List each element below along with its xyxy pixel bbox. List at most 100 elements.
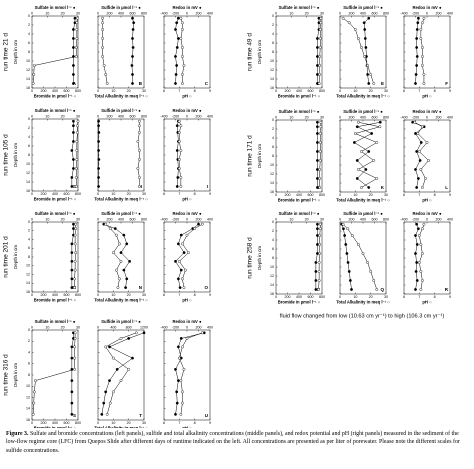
data-point bbox=[118, 242, 121, 246]
x-tick-label: -200 bbox=[412, 217, 419, 221]
x-tick-label: -200 bbox=[172, 217, 179, 221]
x2-tick-label: 20 bbox=[127, 89, 131, 93]
data-point bbox=[180, 46, 184, 49]
y-axis-label: Depth in cm bbox=[13, 40, 18, 64]
data-point bbox=[420, 125, 424, 129]
data-point bbox=[315, 125, 319, 129]
x-tick-label: 0 bbox=[186, 325, 188, 329]
x-tick-label: 0 bbox=[339, 217, 341, 221]
x2-tick-label: 0 bbox=[31, 89, 33, 93]
bottom-axis-label: Bromide in µmol l⁻¹ ○ bbox=[278, 198, 321, 203]
x-tick-label: 200 bbox=[349, 217, 355, 221]
x2-tick-label: 8 bbox=[194, 89, 196, 93]
y-tick-label: 2 bbox=[272, 23, 274, 27]
data-point bbox=[355, 125, 359, 129]
row-label: run time 49 d bbox=[247, 33, 254, 71]
data-point bbox=[363, 55, 366, 58]
data-point bbox=[111, 251, 115, 255]
x2-tick-label: 800 bbox=[319, 295, 325, 299]
x-tick-label: 400 bbox=[118, 11, 124, 15]
data-point bbox=[370, 132, 374, 135]
data-point bbox=[375, 288, 379, 291]
x-tick-label: 600 bbox=[130, 11, 136, 15]
data-point bbox=[72, 64, 75, 67]
data-point bbox=[75, 149, 79, 152]
data-point bbox=[175, 21, 179, 25]
data-point bbox=[73, 337, 77, 340]
x2-tick-label: 30 bbox=[142, 89, 146, 93]
x-tick-label: 10 bbox=[45, 11, 49, 15]
x-tick-label: 400 bbox=[118, 114, 124, 118]
x2-tick-label: 10 bbox=[111, 192, 115, 196]
x-tick-label: 0 bbox=[275, 115, 277, 119]
data-point bbox=[417, 261, 421, 264]
bottom-axis-label: Bromide in µmol l⁻¹ ○ bbox=[34, 197, 77, 202]
y-tick-label: 6 bbox=[28, 144, 30, 148]
x2-tick-label: 7 bbox=[418, 193, 420, 197]
data-point bbox=[318, 141, 322, 144]
y-tick-label: 10 bbox=[26, 264, 30, 268]
data-point bbox=[315, 141, 319, 144]
data-point bbox=[97, 131, 101, 134]
y-tick-label: 2 bbox=[272, 229, 274, 233]
data-point bbox=[70, 401, 74, 405]
data-point bbox=[422, 73, 426, 76]
data-point bbox=[70, 412, 74, 416]
data-point bbox=[137, 176, 141, 179]
x-tick-label: 10 bbox=[289, 115, 293, 119]
x2-tick-label: 0 bbox=[275, 193, 277, 197]
data-point bbox=[76, 16, 79, 20]
data-point bbox=[420, 186, 424, 189]
data-point bbox=[372, 279, 376, 282]
x-tick-label: 0 bbox=[275, 11, 277, 15]
data-point bbox=[197, 222, 200, 226]
bottom-axis-label: Bromide in µmol l⁻¹ ○ bbox=[34, 426, 77, 428]
data-point bbox=[179, 124, 183, 128]
data-point bbox=[174, 28, 177, 31]
y-tick-label: 10 bbox=[26, 59, 30, 63]
x2-tick-label: 30 bbox=[384, 295, 388, 299]
data-point bbox=[115, 268, 118, 272]
y-tick-label: 8 bbox=[28, 255, 30, 259]
data-point bbox=[418, 159, 422, 162]
data-point bbox=[72, 119, 75, 123]
y-tick-label: 10 bbox=[26, 162, 30, 166]
data-point bbox=[177, 119, 181, 123]
x-tick-label: 0 bbox=[426, 11, 428, 15]
data-point bbox=[97, 119, 100, 123]
data-point bbox=[415, 261, 419, 264]
x-tick-label: -400 bbox=[400, 11, 407, 15]
data-point bbox=[427, 159, 430, 162]
data-point bbox=[318, 159, 322, 162]
data-point bbox=[115, 367, 119, 371]
data-point bbox=[364, 46, 368, 49]
data-point bbox=[367, 150, 371, 153]
x2-tick-label: 6 bbox=[163, 421, 165, 425]
data-point bbox=[187, 251, 190, 255]
data-point bbox=[417, 150, 421, 153]
x2-tick-label: 800 bbox=[75, 293, 81, 297]
x2-tick-label: 200 bbox=[285, 295, 291, 299]
y-tick-label: 14 bbox=[270, 77, 274, 81]
top-axis-label: Sulfate in mmol l⁻¹ ● bbox=[279, 211, 320, 216]
data-point bbox=[369, 270, 373, 273]
data-point bbox=[180, 401, 184, 405]
panel-letter: B bbox=[139, 81, 143, 86]
data-point bbox=[366, 261, 369, 264]
x2-tick-label: 8 bbox=[194, 421, 196, 425]
plot-frame bbox=[163, 329, 211, 421]
data-point bbox=[419, 141, 423, 144]
x2-tick-label: 7 bbox=[178, 89, 180, 93]
row-label: run time 201 d bbox=[3, 236, 10, 278]
data-point bbox=[130, 64, 134, 67]
y-tick-label: 8 bbox=[272, 154, 274, 158]
x2-tick-label: 400 bbox=[296, 295, 302, 299]
plot-frame bbox=[31, 15, 79, 89]
x-tick-label: 0 bbox=[97, 325, 99, 329]
data-point bbox=[182, 286, 186, 290]
data-point bbox=[128, 259, 132, 263]
data-point bbox=[72, 37, 75, 40]
data-point bbox=[136, 140, 140, 143]
data-point bbox=[119, 251, 123, 255]
top-axis-label: Redox in mV ● bbox=[172, 5, 202, 10]
